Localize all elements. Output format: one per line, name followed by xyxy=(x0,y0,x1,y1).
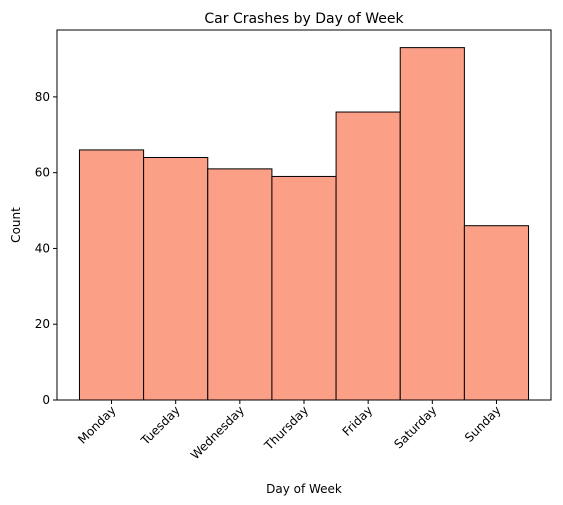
bar-tuesday xyxy=(143,157,209,401)
chart-title: Car Crashes by Day of Week xyxy=(204,11,404,27)
x-axis-label: Day of Week xyxy=(266,482,342,496)
y-tick-label: 40 xyxy=(35,241,50,255)
bar-wednesday xyxy=(207,168,273,401)
plot-frame xyxy=(56,29,552,401)
bar-thursday xyxy=(271,175,337,401)
bar-sunday xyxy=(463,225,530,401)
x-tick-label-thursday: Thursday xyxy=(261,403,311,453)
x-tick-label-friday: Friday xyxy=(340,403,376,439)
y-tick-label: 20 xyxy=(35,317,50,331)
bars-group xyxy=(78,47,530,401)
x-ticks: Monday Tuesday Wednesday Thursday Friday Satu… xyxy=(75,400,504,462)
y-tick-label: 80 xyxy=(35,90,50,104)
x-tick-label-saturday: Saturday xyxy=(391,403,439,451)
x-tick-label-monday: Monday xyxy=(75,403,118,446)
bar-saturday xyxy=(399,47,465,401)
x-tick-label-sunday: Sunday xyxy=(462,403,504,445)
x-tick-label-wednesday: Wednesday xyxy=(188,403,247,462)
x-tick-label-tuesday: Tuesday xyxy=(138,403,183,448)
y-ticks: 0 20 40 60 80 xyxy=(35,90,57,407)
y-tick-label: 60 xyxy=(35,166,50,180)
bar-monday xyxy=(78,149,145,401)
bar-friday xyxy=(335,111,401,401)
y-axis-label: Count xyxy=(9,207,23,243)
y-tick-label: 0 xyxy=(42,393,50,407)
